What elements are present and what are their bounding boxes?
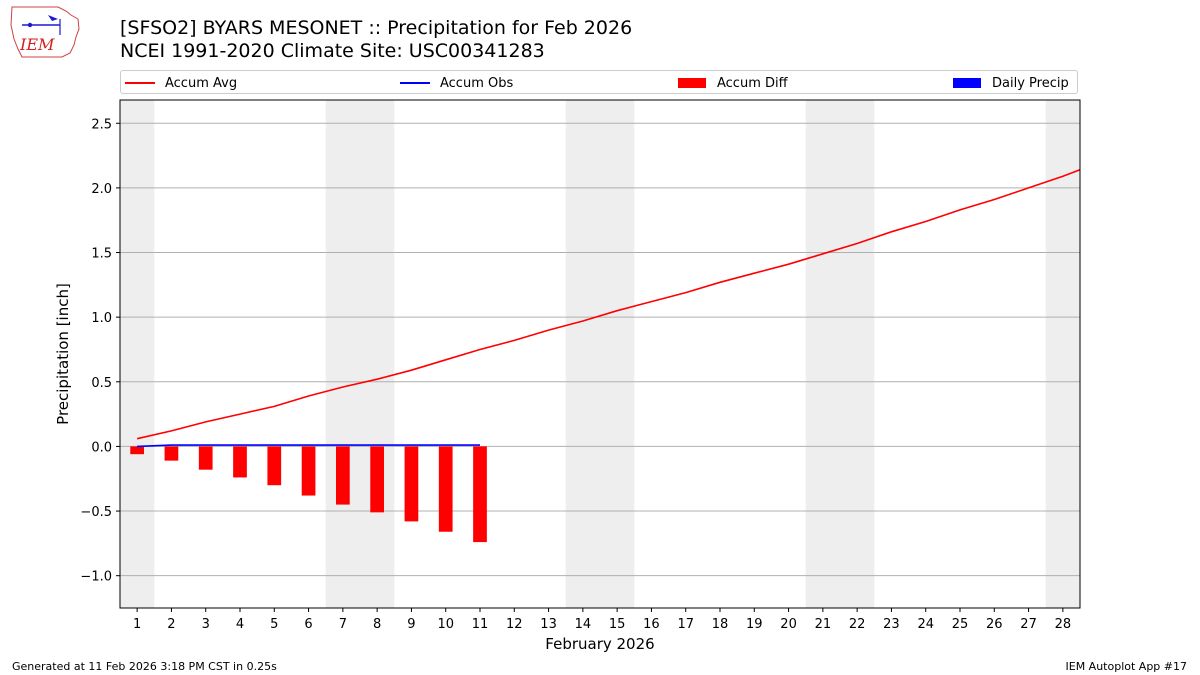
y-tick-label-4: 1.0 <box>91 311 112 326</box>
accum-diff-bar-10 <box>438 446 453 532</box>
y-tick-label-3: 0.5 <box>91 376 112 391</box>
accum-obs-line <box>137 444 480 448</box>
x-tick-label-3: 3 <box>202 617 210 632</box>
x-tick-label-26: 26 <box>986 617 1003 632</box>
weekend-band-0 <box>120 100 155 608</box>
legend-item-daily-precip: Daily Precip <box>953 74 1069 92</box>
x-tick-label-2: 2 <box>167 617 175 632</box>
weekend-band-2 <box>565 100 635 608</box>
x-axis-label: February 2026 <box>545 635 654 653</box>
legend-item-accum-avg: Accum Avg <box>125 74 237 92</box>
accum-diff-bar-2 <box>164 446 179 461</box>
x-tick-label-9: 9 <box>407 617 415 632</box>
x-tick-label-20: 20 <box>780 617 797 632</box>
x-tick-label-27: 27 <box>1020 617 1037 632</box>
footer-generated-text: Generated at 11 Feb 2026 3:18 PM CST in … <box>12 660 277 673</box>
legend-swatch-accum-obs <box>400 82 430 84</box>
accum-diff-bar-8 <box>370 446 384 513</box>
legend-swatch-accum-avg <box>125 82 155 84</box>
chart-subtitle: NCEI 1991-2020 Climate Site: USC00341283 <box>120 40 545 62</box>
accum-diff-bar-1 <box>130 446 144 455</box>
accum-avg-line <box>136 169 1081 440</box>
x-tick-label-6: 6 <box>304 617 312 632</box>
x-tick-label-17: 17 <box>677 617 694 632</box>
weekend-band-1 <box>325 100 395 608</box>
x-tick-label-13: 13 <box>540 617 557 632</box>
x-tick-label-1: 1 <box>133 617 141 632</box>
x-tick-label-28: 28 <box>1055 617 1072 632</box>
accum-diff-bar-4 <box>233 446 247 478</box>
x-tick-label-7: 7 <box>339 617 347 632</box>
x-tick-label-24: 24 <box>917 617 934 632</box>
x-tick-label-12: 12 <box>506 617 523 632</box>
legend-swatch-accum-diff <box>678 78 706 88</box>
weekend-band-4 <box>1045 100 1080 608</box>
y-tick-label-1: −0.5 <box>80 505 112 520</box>
legend-swatch-daily-precip <box>953 78 981 88</box>
chart-title: [SFSO2] BYARS MESONET :: Precipitation f… <box>120 17 633 39</box>
accum-diff-bar-3 <box>198 446 213 470</box>
legend-item-accum-diff: Accum Diff <box>678 74 788 92</box>
y-tick-label-2: 0.0 <box>91 440 112 455</box>
x-tick-label-16: 16 <box>643 617 660 632</box>
x-tick-label-23: 23 <box>883 617 900 632</box>
weekend-band-3 <box>805 100 875 608</box>
x-tick-label-15: 15 <box>609 617 626 632</box>
accum-diff-bar-6 <box>301 446 316 496</box>
legend-label-accum-diff: Accum Diff <box>717 75 788 91</box>
legend-label-accum-obs: Accum Obs <box>440 75 514 91</box>
plot-frame <box>119 99 1081 609</box>
x-tick-label-22: 22 <box>849 617 866 632</box>
x-tick-label-5: 5 <box>270 617 278 632</box>
x-tick-label-4: 4 <box>236 617 244 632</box>
x-tick-label-11: 11 <box>472 617 489 632</box>
x-tick-label-21: 21 <box>815 617 832 632</box>
iem-logo: IEM <box>10 6 80 58</box>
y-axis-label: Precipitation [inch] <box>54 283 72 425</box>
x-tick-label-14: 14 <box>575 617 592 632</box>
footer-app-text: IEM Autoplot App #17 <box>1065 660 1188 673</box>
logo-text: IEM <box>19 35 55 54</box>
x-tick-label-25: 25 <box>952 617 969 632</box>
accum-diff-bar-5 <box>267 446 282 486</box>
legend-label-accum-avg: Accum Avg <box>165 75 238 91</box>
legend-label-daily-precip: Daily Precip <box>992 75 1069 91</box>
y-tick-label-0: −1.0 <box>80 570 112 585</box>
accum-diff-bar-9 <box>404 446 419 522</box>
x-tick-label-19: 19 <box>746 617 763 632</box>
legend-item-accum-obs: Accum Obs <box>400 74 513 92</box>
y-tick-label-6: 2.0 <box>91 182 112 197</box>
legend: Accum Avg Accum Obs Accum Diff Daily Pre… <box>120 70 1078 94</box>
y-tick-label-7: 2.5 <box>91 117 112 132</box>
x-tick-label-8: 8 <box>373 617 381 632</box>
accum-diff-bar-11 <box>473 446 487 543</box>
x-tick-label-10: 10 <box>437 617 454 632</box>
x-tick-label-18: 18 <box>712 617 729 632</box>
accum-diff-bar-7 <box>336 446 350 505</box>
y-tick-label-5: 1.5 <box>91 247 112 262</box>
